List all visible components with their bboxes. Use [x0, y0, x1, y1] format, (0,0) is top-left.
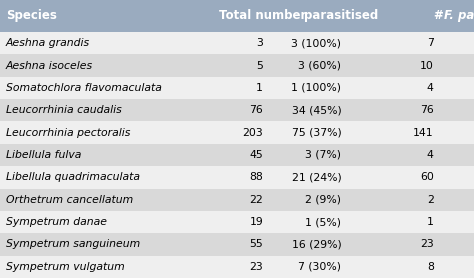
Text: F. paludis: F. paludis — [444, 9, 474, 23]
Bar — [0, 256, 474, 278]
Text: Sympetrum danae: Sympetrum danae — [6, 217, 107, 227]
Bar — [0, 166, 474, 188]
Text: 55: 55 — [249, 239, 263, 249]
Text: 76: 76 — [420, 105, 434, 115]
Text: 1: 1 — [256, 83, 263, 93]
Bar — [0, 233, 474, 256]
Bar — [0, 121, 474, 144]
Text: Orthetrum cancellatum: Orthetrum cancellatum — [6, 195, 133, 205]
Text: Libellula fulva: Libellula fulva — [6, 150, 81, 160]
Text: Leucorrhinia caudalis: Leucorrhinia caudalis — [6, 105, 121, 115]
Text: 23: 23 — [420, 239, 434, 249]
Text: 45: 45 — [249, 150, 263, 160]
Text: 4: 4 — [427, 83, 434, 93]
Text: 5: 5 — [256, 61, 263, 71]
Text: 75 (37%): 75 (37%) — [292, 128, 341, 138]
Text: 4: 4 — [427, 150, 434, 160]
Text: 16 (29%): 16 (29%) — [292, 239, 341, 249]
Text: Sympetrum vulgatum: Sympetrum vulgatum — [6, 262, 125, 272]
Text: 60: 60 — [420, 172, 434, 182]
Text: 1 (100%): 1 (100%) — [292, 83, 341, 93]
Text: 1 (5%): 1 (5%) — [305, 217, 341, 227]
Text: 1: 1 — [427, 217, 434, 227]
Text: 8: 8 — [427, 262, 434, 272]
Text: Species: Species — [6, 9, 56, 23]
Text: 76: 76 — [249, 105, 263, 115]
Text: Aeshna grandis: Aeshna grandis — [6, 38, 90, 48]
Text: 34 (45%): 34 (45%) — [292, 105, 341, 115]
Text: 7 (30%): 7 (30%) — [298, 262, 341, 272]
Text: Sympetrum sanguineum: Sympetrum sanguineum — [6, 239, 140, 249]
Text: 10: 10 — [420, 61, 434, 71]
Text: 21 (24%): 21 (24%) — [292, 172, 341, 182]
Text: 3: 3 — [256, 38, 263, 48]
Bar — [0, 211, 474, 233]
Bar — [0, 144, 474, 166]
Bar — [0, 0, 474, 32]
Bar — [0, 188, 474, 211]
Text: 2: 2 — [427, 195, 434, 205]
Text: 23: 23 — [249, 262, 263, 272]
Text: Somatochlora flavomaculata: Somatochlora flavomaculata — [6, 83, 162, 93]
Text: Aeshna isoceles: Aeshna isoceles — [6, 61, 93, 71]
Text: 2 (9%): 2 (9%) — [305, 195, 341, 205]
Text: Total number: Total number — [219, 9, 307, 23]
Text: 3 (7%): 3 (7%) — [305, 150, 341, 160]
Text: 203: 203 — [242, 128, 263, 138]
Text: 3 (100%): 3 (100%) — [292, 38, 341, 48]
Bar — [0, 32, 474, 54]
Bar — [0, 54, 474, 77]
Text: #: # — [434, 9, 450, 23]
Bar — [0, 99, 474, 121]
Text: 88: 88 — [249, 172, 263, 182]
Text: Leucorrhinia pectoralis: Leucorrhinia pectoralis — [6, 128, 130, 138]
Text: 7: 7 — [427, 38, 434, 48]
Text: 3 (60%): 3 (60%) — [298, 61, 341, 71]
Text: 22: 22 — [249, 195, 263, 205]
Bar — [0, 77, 474, 99]
Text: 19: 19 — [249, 217, 263, 227]
Text: Libellula quadrimaculata: Libellula quadrimaculata — [6, 172, 140, 182]
Text: 141: 141 — [413, 128, 434, 138]
Text: parasitised: parasitised — [304, 9, 378, 23]
